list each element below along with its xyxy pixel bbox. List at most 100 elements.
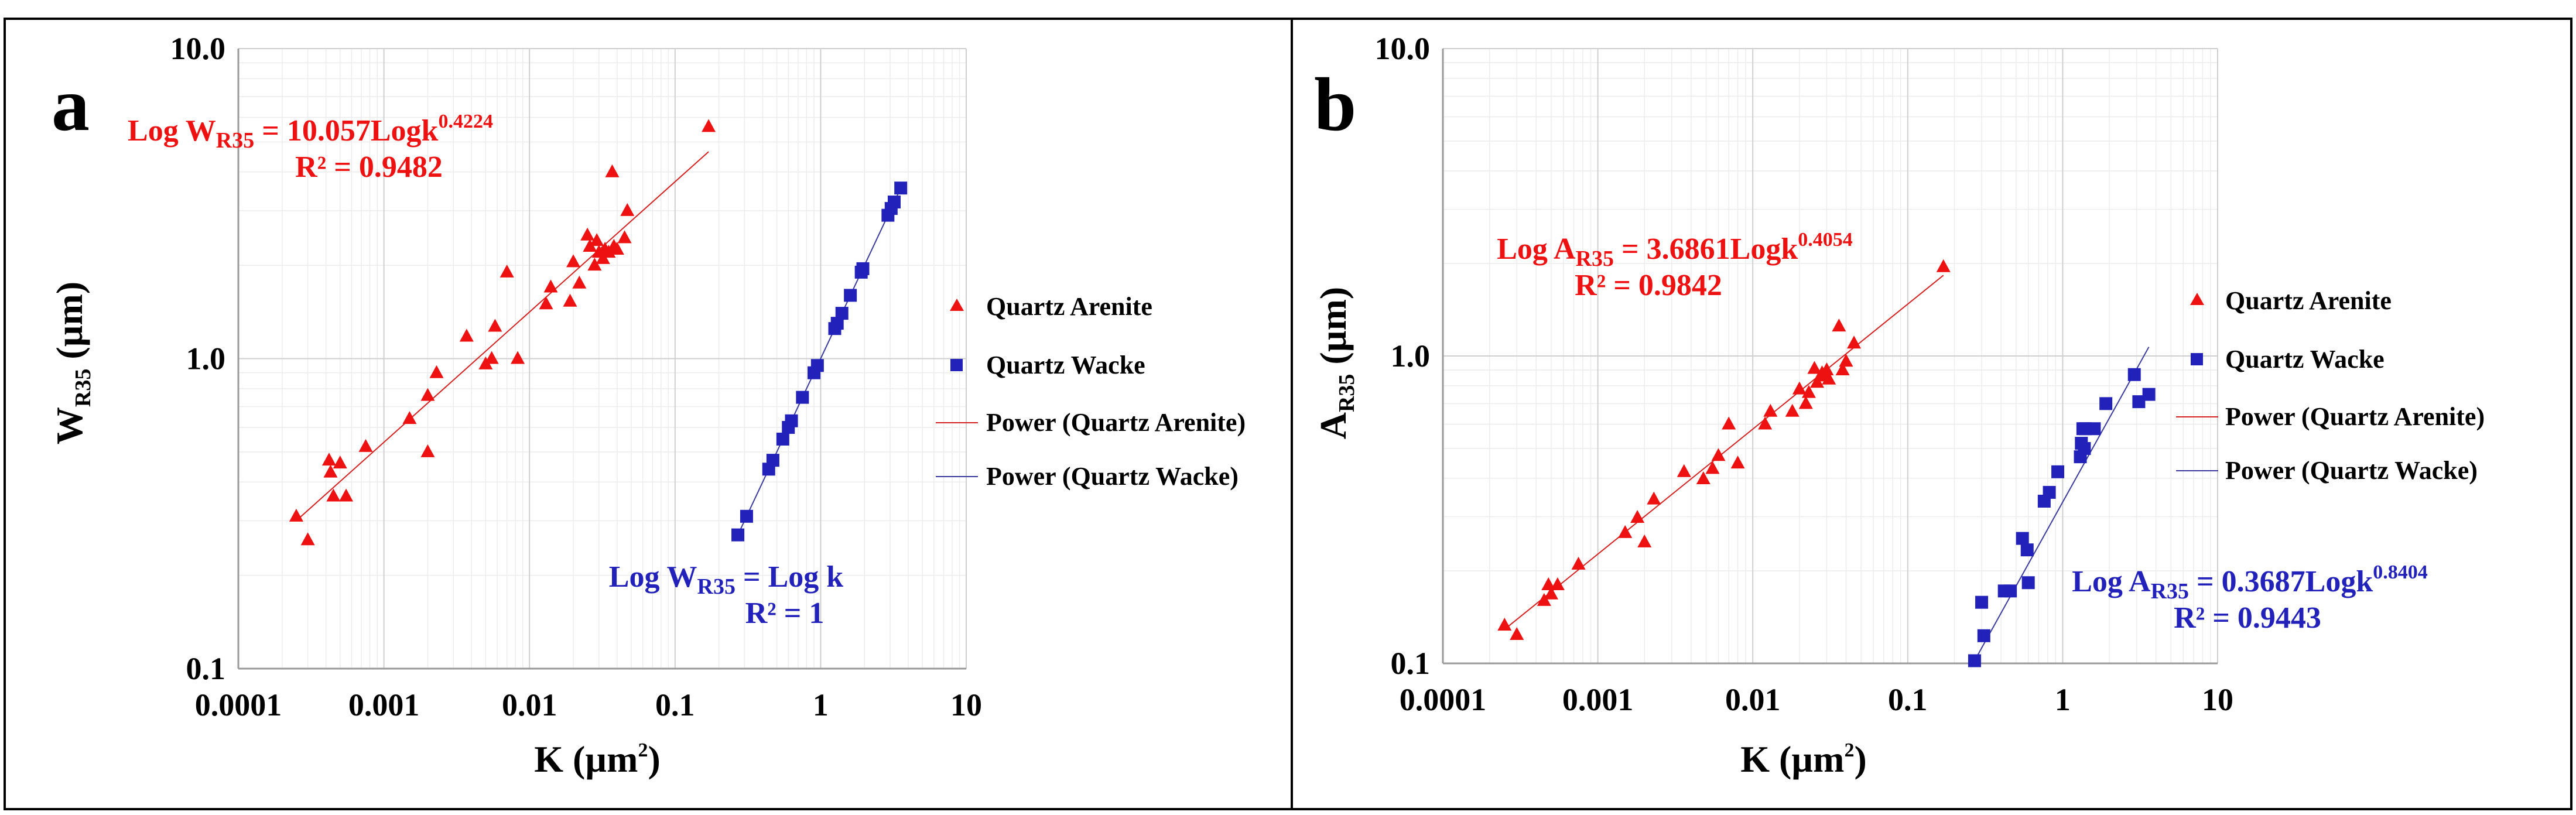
- x-tick-label: 10: [2202, 682, 2233, 717]
- data-point-triangle: [420, 444, 435, 457]
- data-point-square: [731, 528, 745, 542]
- y-label-main: A: [1312, 412, 1354, 439]
- data-point-square: [2078, 442, 2091, 456]
- data-point-triangle: [1630, 510, 1645, 523]
- eq-pre: Log W: [609, 560, 697, 594]
- y-tick-label: 0.1: [186, 651, 226, 686]
- eq-sub: R35: [2151, 579, 2189, 604]
- data-point-triangle: [1847, 335, 1862, 349]
- panel-a-equation-arenite: Log WR35 = 10.057Logk0.4224 R² = 0.9482: [128, 111, 493, 184]
- data-point-triangle: [610, 242, 624, 255]
- data-point-triangle: [459, 328, 474, 342]
- data-point-triangle: [605, 164, 620, 177]
- data-point-triangle: [620, 203, 635, 216]
- panel-b-letter: b: [1314, 63, 1356, 147]
- data-point-triangle: [617, 230, 632, 244]
- data-point-triangle: [1832, 319, 1846, 332]
- trendline: [1974, 347, 2150, 661]
- x-label-sup: 2: [638, 739, 648, 761]
- data-point-triangle: [500, 264, 514, 278]
- y-tick-label: 1.0: [186, 341, 226, 376]
- data-point-triangle: [333, 456, 347, 469]
- data-point-triangle: [511, 351, 525, 364]
- data-point-triangle: [358, 439, 373, 452]
- data-point-square: [766, 454, 779, 467]
- data-point-triangle: [484, 351, 499, 364]
- legend-item-power-wacke: Power (Quartz Wacke): [986, 462, 1239, 491]
- data-point-square: [2127, 368, 2141, 381]
- data-point-triangle: [1758, 416, 1773, 430]
- data-point-triangle: [1936, 259, 1951, 272]
- svg-text:Log WR35 = Log k: Log WR35 = Log k: [609, 560, 844, 599]
- data-point-triangle: [488, 319, 502, 332]
- data-point-square: [856, 262, 870, 275]
- data-point-square: [2088, 422, 2101, 436]
- data-point-triangle: [563, 293, 577, 307]
- data-point-triangle: [1571, 556, 1586, 570]
- data-point-triangle: [580, 227, 595, 241]
- data-point-square: [1977, 629, 1990, 642]
- data-point-square: [887, 196, 901, 209]
- data-point-triangle: [402, 411, 417, 424]
- data-point-triangle: [1510, 626, 1524, 640]
- x-label-sup: 2: [1844, 739, 1854, 761]
- eq-mid: = 10.057Logk: [254, 114, 438, 148]
- panel-a-y-axis-label: WR35 (µm): [49, 282, 95, 444]
- data-point-square: [835, 307, 849, 320]
- eq-mid: = 3.6861Logk: [1614, 232, 1798, 266]
- data-point-triangle: [1497, 617, 1512, 631]
- data-point-triangle: [702, 119, 716, 132]
- x-tick-label: 1: [2055, 682, 2071, 717]
- data-point-triangle: [1819, 362, 1834, 376]
- eq-r2: R² = 0.9482: [295, 150, 443, 184]
- data-point-triangle: [339, 488, 354, 502]
- data-point-square: [2021, 576, 2035, 590]
- svg-text:Log AR35 = 0.3687Logk0.8404: Log AR35 = 0.3687Logk0.8404: [2072, 561, 2428, 604]
- data-point-square: [796, 391, 809, 404]
- panel-b-x-axis-label: K (µm2): [1740, 738, 1867, 780]
- data-point-triangle: [300, 532, 315, 546]
- data-point-triangle: [1541, 577, 1556, 590]
- x-label-main: K (µm: [534, 738, 638, 780]
- data-point-triangle: [1677, 464, 1691, 477]
- panel-b-plot-area: 0.0001 0.001 0.01 0.1 1 10 0.1 1.0 10.0: [1375, 31, 2234, 717]
- data-point-square: [810, 359, 824, 372]
- data-point-triangle: [572, 275, 587, 289]
- data-point-triangle: [321, 453, 336, 466]
- data-point-square: [1975, 595, 1989, 609]
- eq-sub: R35: [697, 574, 735, 599]
- y-label-sub: R35: [1335, 374, 1359, 412]
- data-point-triangle: [1711, 448, 1726, 461]
- panel-a-legend: Quartz Arenite Quartz Wacke Power (Quart…: [936, 292, 1246, 491]
- data-point-triangle: [429, 365, 444, 378]
- data-point-triangle: [1647, 491, 1661, 505]
- y-label-end: (µm): [49, 282, 90, 369]
- data-point-triangle: [1722, 416, 1736, 430]
- legend-triangle-icon: [950, 299, 964, 311]
- data-point-triangle: [1835, 362, 1850, 376]
- data-point-square: [1968, 654, 1981, 667]
- data-point-triangle: [1537, 593, 1551, 606]
- data-point-triangle: [1730, 456, 1745, 469]
- data-point-triangle: [1785, 403, 1800, 417]
- eq-r2: R² = 1: [745, 597, 825, 630]
- x-tick-label: 0.0001: [195, 687, 282, 722]
- legend-square-icon: [950, 359, 963, 371]
- legend-triangle-icon: [2190, 293, 2204, 305]
- eq-sup: 0.4054: [1798, 229, 1853, 251]
- x-label-main: K (µm: [1740, 738, 1844, 780]
- legend-item-quartz-arenite: Quartz Arenite: [986, 292, 1152, 321]
- panel-b-equation-wacke: Log AR35 = 0.3687Logk0.8404 R² = 0.9443: [2072, 561, 2428, 635]
- x-label-end: ): [1854, 738, 1866, 780]
- data-point-square: [844, 289, 857, 302]
- data-point-triangle: [1801, 385, 1816, 398]
- data-point-triangle: [543, 279, 558, 293]
- y-label-sub: R35: [71, 369, 95, 407]
- x-tick-label: 0.01: [1725, 682, 1781, 717]
- data-point-triangle: [1798, 396, 1813, 409]
- x-tick-label: 0.001: [1562, 682, 1634, 717]
- data-point-triangle: [1696, 471, 1711, 485]
- eq-r2: R² = 0.9443: [2174, 601, 2321, 635]
- x-tick-label: 0.0001: [1400, 682, 1487, 717]
